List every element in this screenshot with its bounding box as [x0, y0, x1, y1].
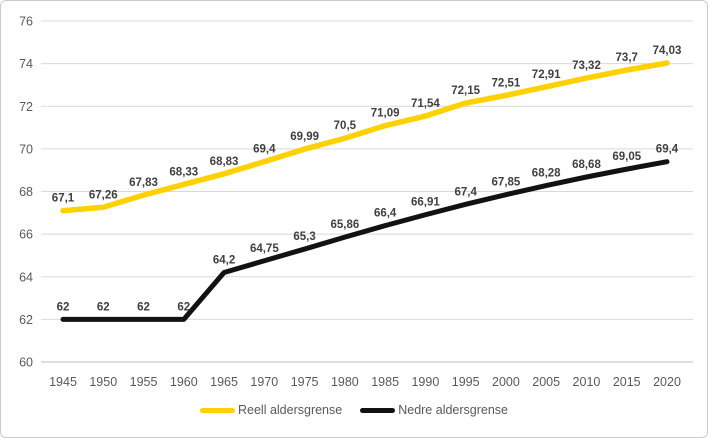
data-label: 67,83 [129, 177, 158, 189]
x-axis-tick-label: 2000 [492, 375, 520, 389]
data-label: 68,28 [532, 168, 561, 180]
data-label: 74,03 [653, 45, 682, 57]
data-label: 64,2 [213, 254, 235, 266]
nedre-aldersgrense-swatch-icon [360, 407, 396, 413]
data-label: 64,75 [250, 243, 279, 255]
nedre-aldersgrense-line [60, 159, 670, 322]
x-axis-tick-label: 1965 [210, 375, 238, 389]
y-axis-tick-label: 60 [19, 356, 33, 370]
legend: Reell aldersgrense Nedre aldersgrense [1, 402, 707, 418]
y-axis-tick-label: 62 [19, 313, 33, 327]
data-label: 65,3 [293, 231, 315, 243]
y-axis-tick-label: 72 [19, 100, 33, 114]
y-axis-tick-label: 74 [19, 57, 33, 71]
x-axis-tick-label: 2010 [573, 375, 601, 389]
data-label: 67,1 [52, 193, 75, 205]
data-label: 69,4 [253, 144, 276, 156]
x-axis-tick-label: 1980 [331, 375, 359, 389]
data-label: 72,15 [451, 85, 480, 97]
legend-label-reell-aldersgrense: Reell aldersgrense [237, 403, 343, 417]
y-axis-tick-label: 76 [19, 15, 33, 29]
data-label: 68,33 [169, 166, 198, 178]
data-label: 66,4 [374, 208, 397, 220]
data-label: 62 [57, 301, 70, 313]
x-axis-tick-label: 2005 [532, 375, 560, 389]
data-label: 67,85 [492, 177, 521, 189]
x-axis-tick-label: 1975 [291, 375, 319, 389]
y-axis-tick-label: 64 [19, 270, 33, 284]
reell-aldersgrense-swatch-icon [199, 407, 235, 413]
data-label: 69,99 [290, 131, 319, 143]
data-label: 62 [97, 301, 110, 313]
data-label: 69,05 [612, 151, 641, 163]
x-axis-tick-label: 1970 [250, 375, 278, 389]
data-label: 68,83 [210, 156, 239, 168]
data-label: 65,86 [330, 219, 359, 231]
y-axis-tick-label: 70 [19, 142, 33, 156]
data-label: 72,51 [492, 77, 521, 89]
data-label: 73,7 [616, 52, 638, 64]
data-label: 68,68 [572, 159, 601, 171]
data-label: 69,4 [656, 144, 679, 156]
data-label: 67,26 [89, 189, 118, 201]
x-axis-tick-label: 2015 [613, 375, 641, 389]
x-axis-tick-label: 1985 [371, 375, 399, 389]
data-label: 67,4 [454, 186, 477, 198]
legend-item-reell-aldersgrense: Reell aldersgrense [199, 402, 343, 418]
x-axis-tick-label: 2020 [653, 375, 681, 389]
data-label: 71,09 [371, 108, 400, 120]
x-axis-tick-label: 1955 [130, 375, 158, 389]
legend-item-nedre-aldersgrense: Nedre aldersgrense [360, 402, 508, 418]
data-label: 71,54 [411, 98, 440, 110]
x-axis-tick-label: 1960 [170, 375, 198, 389]
data-label: 70,5 [334, 120, 357, 132]
data-label: 73,32 [572, 60, 601, 72]
x-axis-tick-label: 1950 [89, 375, 117, 389]
data-label: 62 [177, 301, 190, 313]
x-axis-tick-label: 1945 [49, 375, 77, 389]
legend-label-nedre-aldersgrense: Nedre aldersgrense [398, 403, 509, 417]
y-axis-tick-label: 68 [19, 185, 33, 199]
data-label: 72,91 [532, 69, 561, 81]
x-axis-tick-label: 1995 [452, 375, 480, 389]
reell-aldersgrense-line [60, 60, 670, 214]
data-label: 66,91 [411, 197, 440, 209]
data-label: 62 [137, 301, 150, 313]
y-axis-tick-label: 66 [19, 228, 33, 242]
x-axis-tick-label: 1990 [411, 375, 439, 389]
